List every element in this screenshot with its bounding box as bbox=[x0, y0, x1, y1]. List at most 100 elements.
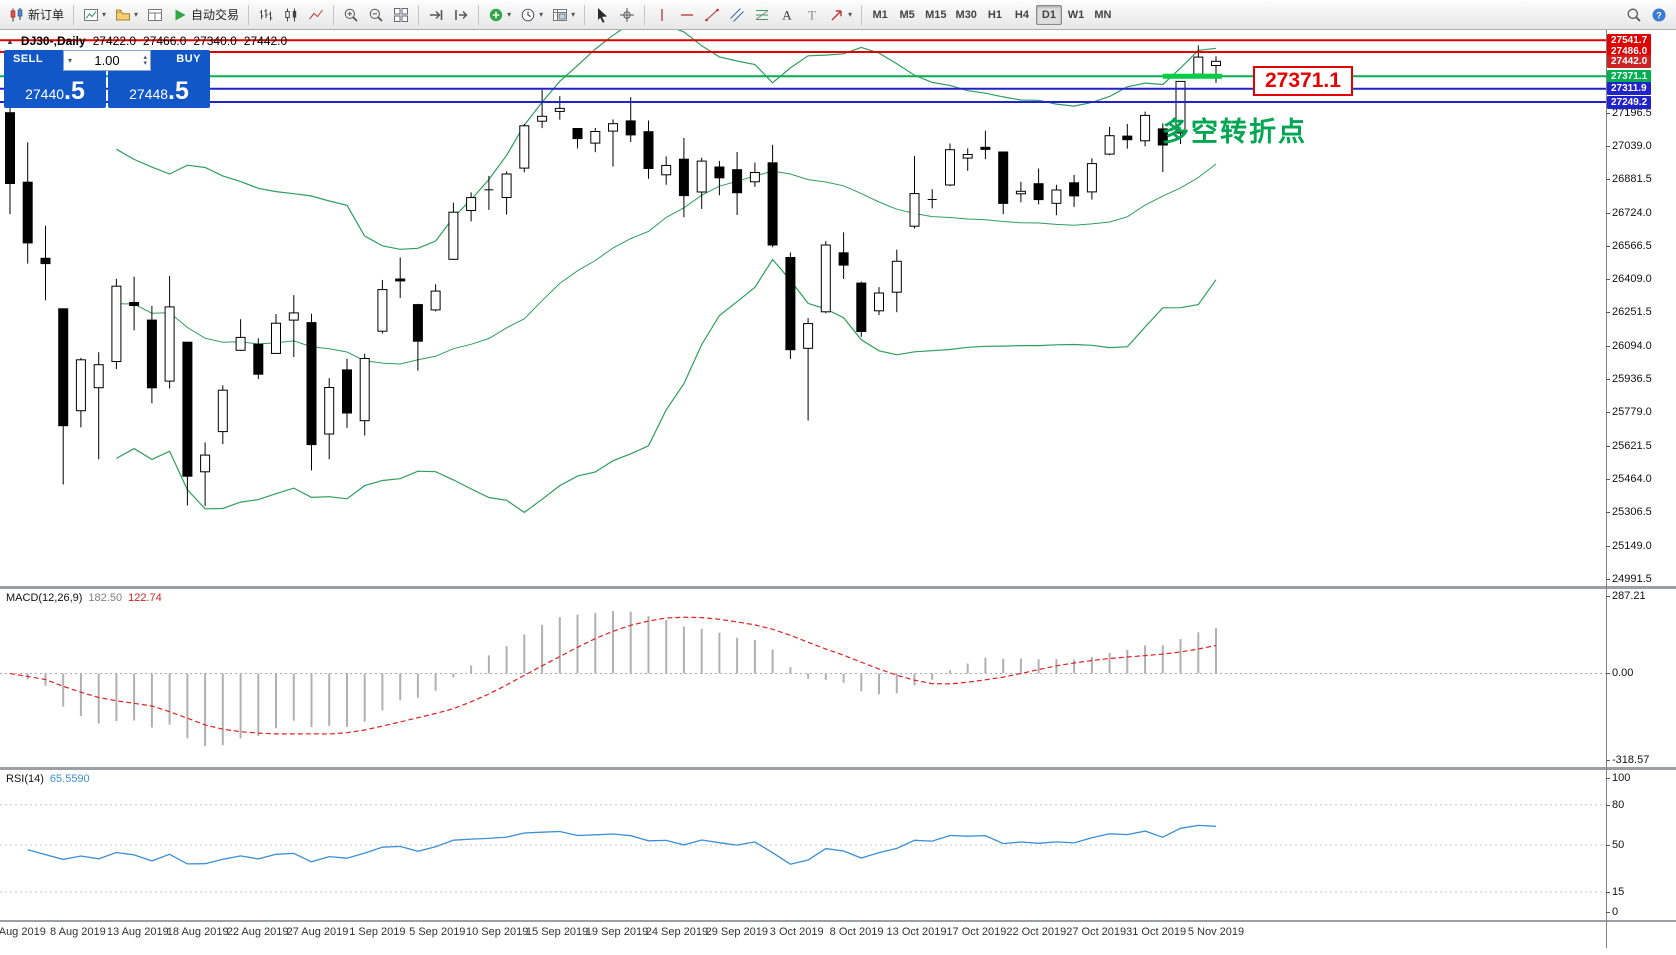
main-chart-canvas[interactable] bbox=[0, 30, 1606, 586]
price-axis-label: 26881.5 bbox=[1606, 173, 1652, 186]
new-order-button-label: 新订单 bbox=[28, 8, 65, 22]
rsi-panel-canvas[interactable] bbox=[0, 770, 1606, 920]
sell-button[interactable]: SELL 27440.5 bbox=[4, 50, 106, 108]
date-axis-label: 5 Sep 2019 bbox=[409, 926, 466, 938]
rsi-axis-label: 100 bbox=[1605, 772, 1631, 784]
profiles-button[interactable]: ▾ bbox=[111, 3, 142, 27]
price-axis-label: 26724.0 bbox=[1606, 206, 1652, 219]
cursor-button[interactable] bbox=[590, 3, 614, 27]
rsi-axis-label: 50 bbox=[1605, 839, 1625, 851]
search-button[interactable] bbox=[1622, 3, 1646, 27]
horizontal-line-button[interactable] bbox=[675, 3, 699, 27]
auto-scroll-button[interactable] bbox=[424, 3, 448, 27]
sell-price-main: 27440 bbox=[25, 86, 65, 102]
data-window-button[interactable] bbox=[143, 3, 167, 27]
rsi-axis-label: 80 bbox=[1605, 798, 1625, 811]
macd-signal-value: 122.74 bbox=[128, 592, 162, 604]
indicators-icon bbox=[488, 7, 504, 23]
toolbar-separator bbox=[333, 4, 335, 25]
timeframe-d1-button[interactable]: D1 bbox=[1035, 4, 1062, 25]
fibonacci-button[interactable] bbox=[750, 3, 774, 27]
date-axis-label: 15 Sep 2019 bbox=[525, 926, 589, 938]
toolbar-separator bbox=[584, 4, 586, 25]
periods-button[interactable]: ▾ bbox=[516, 3, 547, 27]
buy-price-main: 27448 bbox=[129, 86, 169, 102]
macd-axis-label: 287.21 bbox=[1606, 590, 1646, 602]
tile-icon bbox=[393, 7, 409, 23]
volume-input[interactable]: ▾ 1.00 ▴ ▾ bbox=[63, 50, 151, 71]
price-axis-label: 26409.0 bbox=[1606, 273, 1652, 286]
volume-value: 1.00 bbox=[94, 53, 120, 68]
date-axis-label: 3 Oct 2019 bbox=[769, 926, 824, 938]
volume-up-icon[interactable]: ▴ bbox=[143, 53, 147, 61]
panel-separator[interactable] bbox=[0, 920, 1676, 922]
timeframe-m30-button[interactable]: M30 bbox=[952, 5, 981, 25]
panel-separator[interactable] bbox=[0, 767, 1676, 770]
macd-axis-label: 0.00 bbox=[1605, 667, 1634, 680]
svg-text:T: T bbox=[808, 7, 816, 22]
timeframe-m15-button[interactable]: M15 bbox=[921, 5, 950, 25]
label-button[interactable]: T bbox=[800, 3, 824, 27]
date-axis-label: 19 Sep 2019 bbox=[585, 926, 649, 938]
vertical-line-button[interactable] bbox=[650, 3, 674, 27]
price-axis-label: 25621.5 bbox=[1606, 439, 1652, 452]
help-icon: ? bbox=[1651, 7, 1667, 23]
tile-windows-button[interactable] bbox=[389, 3, 413, 27]
toolbar-separator bbox=[644, 4, 646, 25]
arrows-button[interactable]: ▾ bbox=[825, 3, 856, 27]
new-chart-icon bbox=[83, 7, 99, 23]
rsi-label: RSI(14) 65.5590 bbox=[6, 773, 90, 785]
indicators-button[interactable]: ▾ bbox=[484, 3, 515, 27]
date-axis-label: 13 Oct 2019 bbox=[886, 926, 947, 938]
chart-shift-button[interactable] bbox=[449, 3, 473, 27]
macd-panel-canvas[interactable] bbox=[0, 589, 1606, 767]
pivot-price-tag[interactable]: 27371.1 bbox=[1253, 66, 1353, 96]
timeframe-w1-button[interactable]: W1 bbox=[1063, 5, 1089, 25]
date-axis-label: 31 Oct 2019 bbox=[1126, 926, 1187, 938]
date-axis-label: 8 Aug 2019 bbox=[50, 926, 106, 938]
toolbar-separator bbox=[478, 4, 480, 25]
rsi-value: 65.5590 bbox=[49, 773, 90, 785]
timeframe-h4-button[interactable]: H4 bbox=[1009, 5, 1035, 25]
zoom-out-icon bbox=[368, 7, 384, 23]
mode-candles-icon bbox=[283, 7, 299, 23]
ohlc-low: 27340.0 bbox=[193, 34, 237, 48]
channel-button[interactable] bbox=[725, 3, 749, 27]
line-chart-mode-button[interactable] bbox=[304, 3, 328, 27]
autotrading-button[interactable]: 自动交易 bbox=[168, 3, 243, 27]
timeframe-mn-button[interactable]: MN bbox=[1090, 5, 1116, 25]
crosshair-button[interactable] bbox=[615, 3, 639, 27]
templates-button[interactable]: ▾ bbox=[548, 3, 579, 27]
caret-down-icon: ▾ bbox=[571, 10, 576, 19]
caret-down-icon: ▾ bbox=[507, 10, 512, 19]
timeframe-m5-button[interactable]: M5 bbox=[894, 5, 920, 25]
clock-icon bbox=[520, 7, 536, 23]
price-axis-label: 26566.5 bbox=[1606, 239, 1652, 252]
volume-dropdown-icon[interactable]: ▾ bbox=[68, 56, 73, 65]
zoom-in-button[interactable] bbox=[339, 3, 363, 27]
timeframe-m1-button[interactable]: M1 bbox=[867, 5, 893, 25]
help-button[interactable]: ? bbox=[1647, 3, 1671, 27]
price-line-label: 27541.7 bbox=[1607, 33, 1652, 47]
one-click-collapse-icon[interactable]: ▲ bbox=[6, 36, 14, 46]
caret-down-icon: ▾ bbox=[134, 10, 139, 19]
new-order-button[interactable]: 新订单 bbox=[5, 3, 68, 27]
pivot-annotation[interactable]: 多空转折点 bbox=[1162, 117, 1307, 147]
bar-chart-mode-button[interactable] bbox=[254, 3, 278, 27]
hline-icon bbox=[679, 7, 695, 23]
macd-axis-label: -318.57 bbox=[1605, 754, 1650, 766]
trendline-button[interactable] bbox=[700, 3, 724, 27]
volume-spinner[interactable]: ▴ ▾ bbox=[143, 53, 147, 67]
zoom-out-button[interactable] bbox=[364, 3, 388, 27]
date-axis-label: 29 Sep 2019 bbox=[705, 926, 768, 938]
ohlc-open: 27422.0 bbox=[92, 34, 137, 48]
toolbar: 新订单 ▾ ▾ 自动交易 ▾ ▾ ▾ A T ▾ M1 M5 M15 M30 H1 H4 D1 W1 MN? bbox=[0, 0, 1676, 30]
timeframe-h1-button[interactable]: H1 bbox=[982, 5, 1008, 25]
date-axis-label: 22 Oct 2019 bbox=[1006, 926, 1067, 938]
new-chart-button[interactable]: ▾ bbox=[79, 3, 110, 27]
text-button[interactable]: A bbox=[775, 3, 799, 27]
date-axis-label: 4 Aug 2019 bbox=[0, 926, 46, 938]
volume-down-icon[interactable]: ▾ bbox=[143, 59, 147, 67]
panel-separator[interactable] bbox=[0, 586, 1676, 589]
candlestick-mode-button[interactable] bbox=[279, 3, 303, 27]
